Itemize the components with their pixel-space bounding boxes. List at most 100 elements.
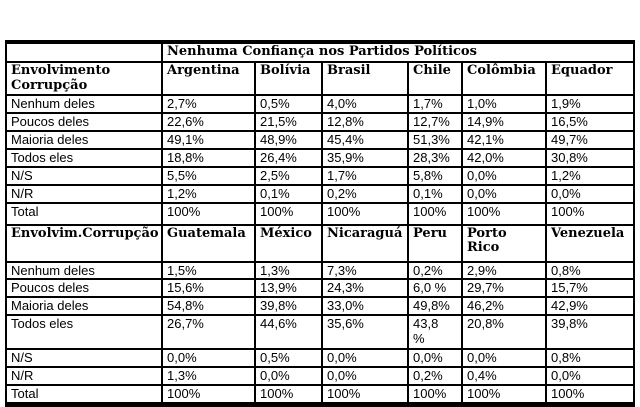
row-label: Poucos deles (5, 111, 163, 132)
table-row: N/R 1,3% 0,0% 0,0% 0,2% 0,4% 0,0% (5, 366, 636, 387)
column-header: Guatemala (161, 223, 256, 263)
data-cell: 14,9% (461, 111, 547, 132)
data-cell: 26,4% (254, 147, 323, 168)
data-cell: 12,7% (407, 111, 463, 132)
data-cell: 35,9% (321, 147, 409, 168)
row-label: Maioria deles (5, 129, 163, 150)
data-cell: 1,3% (254, 260, 323, 281)
data-cell: 4,0% (321, 93, 409, 114)
data-cell: 51,3% (407, 129, 463, 150)
table-row: Nenhum deles 1,5% 1,3% 7,3% 0,2% 2,9% 0,8% (5, 260, 636, 281)
row-label: Todos eles (5, 147, 163, 168)
column-header: Colômbia (461, 61, 547, 96)
column-header: Venezuela (544, 223, 636, 263)
row-label: N/R (5, 366, 163, 387)
data-cell: 20,8% (461, 314, 547, 351)
table-row: Total 100% 100% 100% 100% 100% 100% (5, 201, 636, 226)
data-cell: 0,2% (321, 183, 409, 204)
table-row: Maioria deles 54,8% 39,8% 33,0% 49,8% 46,2% 42… (5, 296, 636, 317)
data-cell: 6,0 % (407, 278, 463, 299)
section-header-row: Envolvim.Corrupção Guatemala México Nicarag… (5, 223, 636, 263)
data-cell: 49,8% (407, 296, 463, 317)
data-cell: 0,0% (544, 183, 636, 204)
row-label: N/S (5, 348, 163, 369)
data-cell: 100% (161, 201, 256, 226)
data-cell: 43,8 % (407, 314, 463, 351)
data-cell: 42,0% (461, 147, 547, 168)
data-cell: 15,7% (544, 278, 636, 299)
table-row: Todos eles 26,7% 44,6% 35,6% 43,8 % 20,8% 39,8… (5, 314, 636, 351)
data-cell: 49,1% (161, 129, 256, 150)
column-header: Brasil (321, 61, 409, 96)
data-cell: 48,9% (254, 129, 323, 150)
data-cell: 12,8% (321, 111, 409, 132)
data-cell: 18,8% (161, 147, 256, 168)
data-cell: 0,0% (407, 348, 463, 369)
column-header: Porto Rico (461, 223, 547, 263)
data-cell: 1,2% (161, 183, 256, 204)
column-header: Chile (407, 61, 463, 96)
row-label: N/S (5, 165, 163, 186)
data-cell: 0,4% (461, 366, 547, 387)
table-row: Maioria deles 49,1% 48,9% 45,4% 51,3% 42,1% 49… (5, 129, 636, 150)
row-label: Nenhum deles (5, 260, 163, 281)
section-header-label: Envolvimento Corrupção (5, 61, 163, 96)
data-cell: 100% (161, 384, 256, 406)
data-cell: 100% (254, 201, 323, 226)
data-cell: 16,5% (544, 111, 636, 132)
column-header: Nicaraguá (321, 223, 409, 263)
data-cell: 21,5% (254, 111, 323, 132)
data-cell: 0,0% (161, 348, 256, 369)
data-cell: 100% (254, 384, 323, 406)
data-cell: 1,7% (321, 165, 409, 186)
data-cell: 28,3% (407, 147, 463, 168)
row-label: Total (5, 384, 163, 406)
data-cell: 0,2% (407, 260, 463, 281)
data-cell: 0,0% (321, 366, 409, 387)
data-cell: 2,7% (161, 93, 256, 114)
data-cell: 26,7% (161, 314, 256, 351)
data-cell: 15,6% (161, 278, 256, 299)
data-cell: 45,4% (321, 129, 409, 150)
row-label: Poucos deles (5, 278, 163, 299)
table-body: Nenhuma Confiança nos Partidos Políticos… (5, 41, 636, 406)
data-cell: 39,8% (254, 296, 323, 317)
data-cell: 42,9% (544, 296, 636, 317)
data-cell: 0,1% (407, 183, 463, 204)
section-header-row: Envolvimento Corrupção Argentina Bolívia Br… (5, 61, 636, 96)
data-cell: 33,0% (321, 296, 409, 317)
data-cell: 2,5% (254, 165, 323, 186)
data-cell: 44,6% (254, 314, 323, 351)
table-row: N/S 5,5% 2,5% 1,7% 5,8% 0,0% 1,2% (5, 165, 636, 186)
row-label: N/R (5, 183, 163, 204)
table-row: Poucos deles 22,6% 21,5% 12,8% 12,7% 14,9% 16,… (5, 111, 636, 132)
data-cell: 7,3% (321, 260, 409, 281)
data-cell: 1,2% (544, 165, 636, 186)
data-cell: 0,5% (254, 348, 323, 369)
data-cell: 100% (321, 201, 409, 226)
data-cell: 0,0% (461, 183, 547, 204)
data-cell: 1,5% (161, 260, 256, 281)
table-row: Todos eles 18,8% 26,4% 35,9% 28,3% 42,0% 30,8% (5, 147, 636, 168)
data-cell: 24,3% (321, 278, 409, 299)
data-cell: 22,6% (161, 111, 256, 132)
data-cell: 0,2% (407, 366, 463, 387)
row-label: Nenhum deles (5, 93, 163, 114)
row-label: Total (5, 201, 163, 226)
data-cell: 0,0% (544, 366, 636, 387)
data-cell: 1,7% (407, 93, 463, 114)
table-row: N/R 1,2% 0,1% 0,2% 0,1% 0,0% 0,0% (5, 183, 636, 204)
data-cell: 29,7% (461, 278, 547, 299)
row-label: Maioria deles (5, 296, 163, 317)
data-cell: 49,7% (544, 129, 636, 150)
data-cell: 1,9% (544, 93, 636, 114)
column-header: Bolívia (254, 61, 323, 96)
column-header: Argentina (161, 61, 256, 96)
data-cell: 54,8% (161, 296, 256, 317)
data-cell: 0,8% (544, 260, 636, 281)
table-title-row: Nenhuma Confiança nos Partidos Políticos (5, 41, 636, 63)
data-cell: 0,0% (461, 348, 547, 369)
data-cell: 100% (407, 201, 463, 226)
data-cell: 100% (544, 384, 636, 406)
data-cell: 35,6% (321, 314, 409, 351)
